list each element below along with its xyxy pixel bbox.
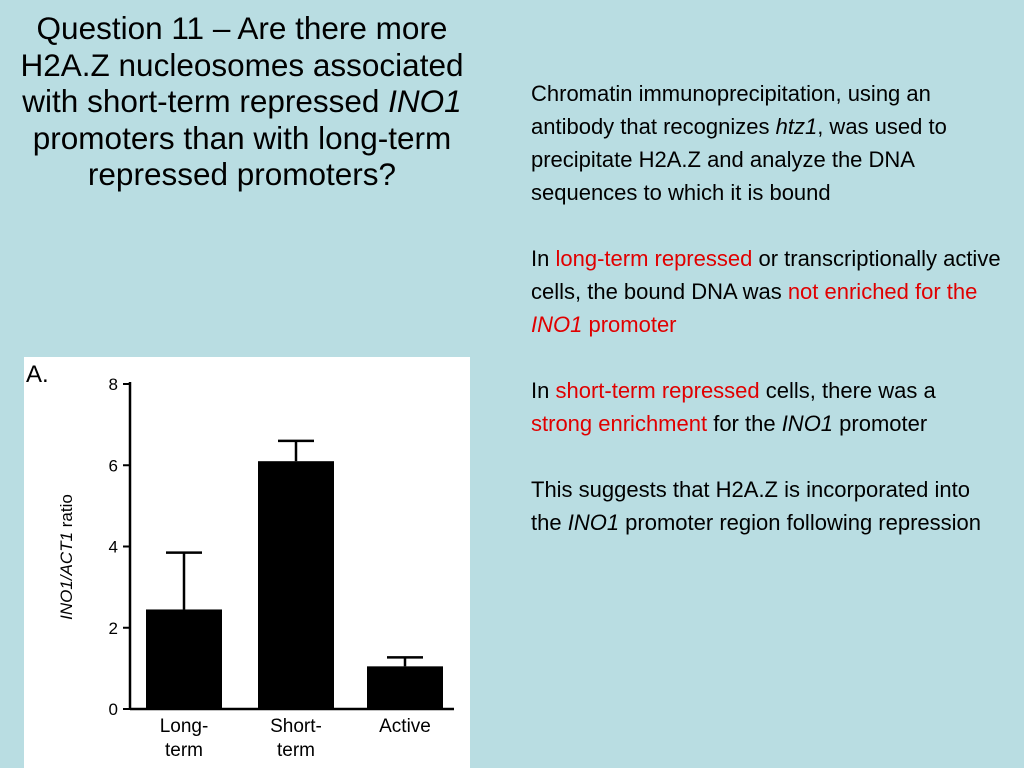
p3-text-g: promoter bbox=[833, 411, 928, 436]
title-part2: promoters than with long-term repressed … bbox=[32, 119, 452, 193]
p1-text-a: Chromatin immunoprecipitation, using an … bbox=[531, 81, 931, 139]
p4-text-c: promoter region following repression bbox=[619, 510, 982, 535]
svg-text:INO1/ACT1 ratio: INO1/ACT1 ratio bbox=[57, 494, 76, 620]
p2-highlight-gene: INO1 bbox=[531, 312, 583, 337]
x-tick-label-1-line-0: Short- bbox=[270, 716, 322, 737]
body-text: Chromatin immunoprecipitation, using an … bbox=[531, 77, 1001, 572]
y-axis-label: INO1/ACT1 ratio bbox=[57, 494, 76, 620]
x-tick-label-1-line-1: term bbox=[277, 740, 315, 761]
paragraph-long-term: In long-term repressed or transcriptiona… bbox=[531, 242, 1001, 341]
p2-highlight-not-enriched: not enriched for the bbox=[787, 279, 978, 304]
p2-text-a: In bbox=[531, 246, 556, 271]
paragraph-method: Chromatin immunoprecipitation, using an … bbox=[531, 77, 1001, 209]
p3-text-e: for the bbox=[707, 411, 782, 436]
figure-panel: A. INO1/ACT1 ratio 0 2 4 6 8 Long-term Short-t… bbox=[24, 357, 470, 768]
p2-highlight-long-term: long-term repressed bbox=[555, 246, 753, 271]
p2-text-c: or transcriptionally active cells, the b… bbox=[531, 246, 1001, 304]
slide-title: Question 11 – Are there more H2A.Z nucle… bbox=[0, 10, 484, 193]
y-tick-label-2: 2 bbox=[109, 619, 118, 638]
y-axis-label-rest: ratio bbox=[57, 494, 76, 532]
p3-text-a: In bbox=[531, 378, 556, 403]
y-tick-label-6: 6 bbox=[109, 456, 118, 475]
p1-gene: htz1 bbox=[775, 114, 818, 139]
p3-highlight-strong: strong enrichment bbox=[531, 411, 708, 436]
p4-text-a: This suggests that H2A.Z is incorporated… bbox=[531, 477, 970, 535]
p3-highlight-short-term: short-term repressed bbox=[555, 378, 760, 403]
y-tick-label-0: 0 bbox=[109, 700, 118, 719]
p4-gene: INO1 bbox=[567, 510, 620, 535]
y-tick-label-8: 8 bbox=[109, 375, 118, 394]
p3-gene: INO1 bbox=[781, 411, 834, 436]
bar-2 bbox=[367, 666, 443, 709]
x-tick-label-1: Short-term bbox=[270, 716, 322, 761]
p2-highlight-promoter: promoter bbox=[582, 312, 677, 337]
y-axis-label-italic: INO1/ACT1 bbox=[57, 532, 76, 620]
title-part1: Question 11 – Are there more H2A.Z nucle… bbox=[20, 10, 464, 119]
y-tick-label-4: 4 bbox=[109, 538, 118, 557]
x-tick-label-0-line-1: term bbox=[165, 740, 203, 761]
bar-1 bbox=[258, 461, 334, 709]
x-tick-label-0: Long-term bbox=[160, 716, 209, 761]
paragraph-short-term: In short-term repressed cells, there was… bbox=[531, 374, 1001, 440]
x-tick-label-0-line-0: Long- bbox=[160, 716, 209, 737]
panel-label: A. bbox=[26, 361, 49, 388]
x-tick-label-2: Active bbox=[379, 716, 431, 737]
p1-text-c: , was used to precipitate H2A.Z and anal… bbox=[531, 114, 947, 205]
title-gene: INO1 bbox=[388, 83, 462, 119]
paragraph-conclusion: This suggests that H2A.Z is incorporated… bbox=[531, 473, 1001, 539]
bar-chart: A. INO1/ACT1 ratio 02468Long-termShort-t… bbox=[26, 361, 454, 761]
p3-text-c: cells, there was a bbox=[759, 378, 936, 403]
x-tick-label-2-line-0: Active bbox=[379, 716, 431, 737]
bar-0 bbox=[146, 609, 222, 709]
